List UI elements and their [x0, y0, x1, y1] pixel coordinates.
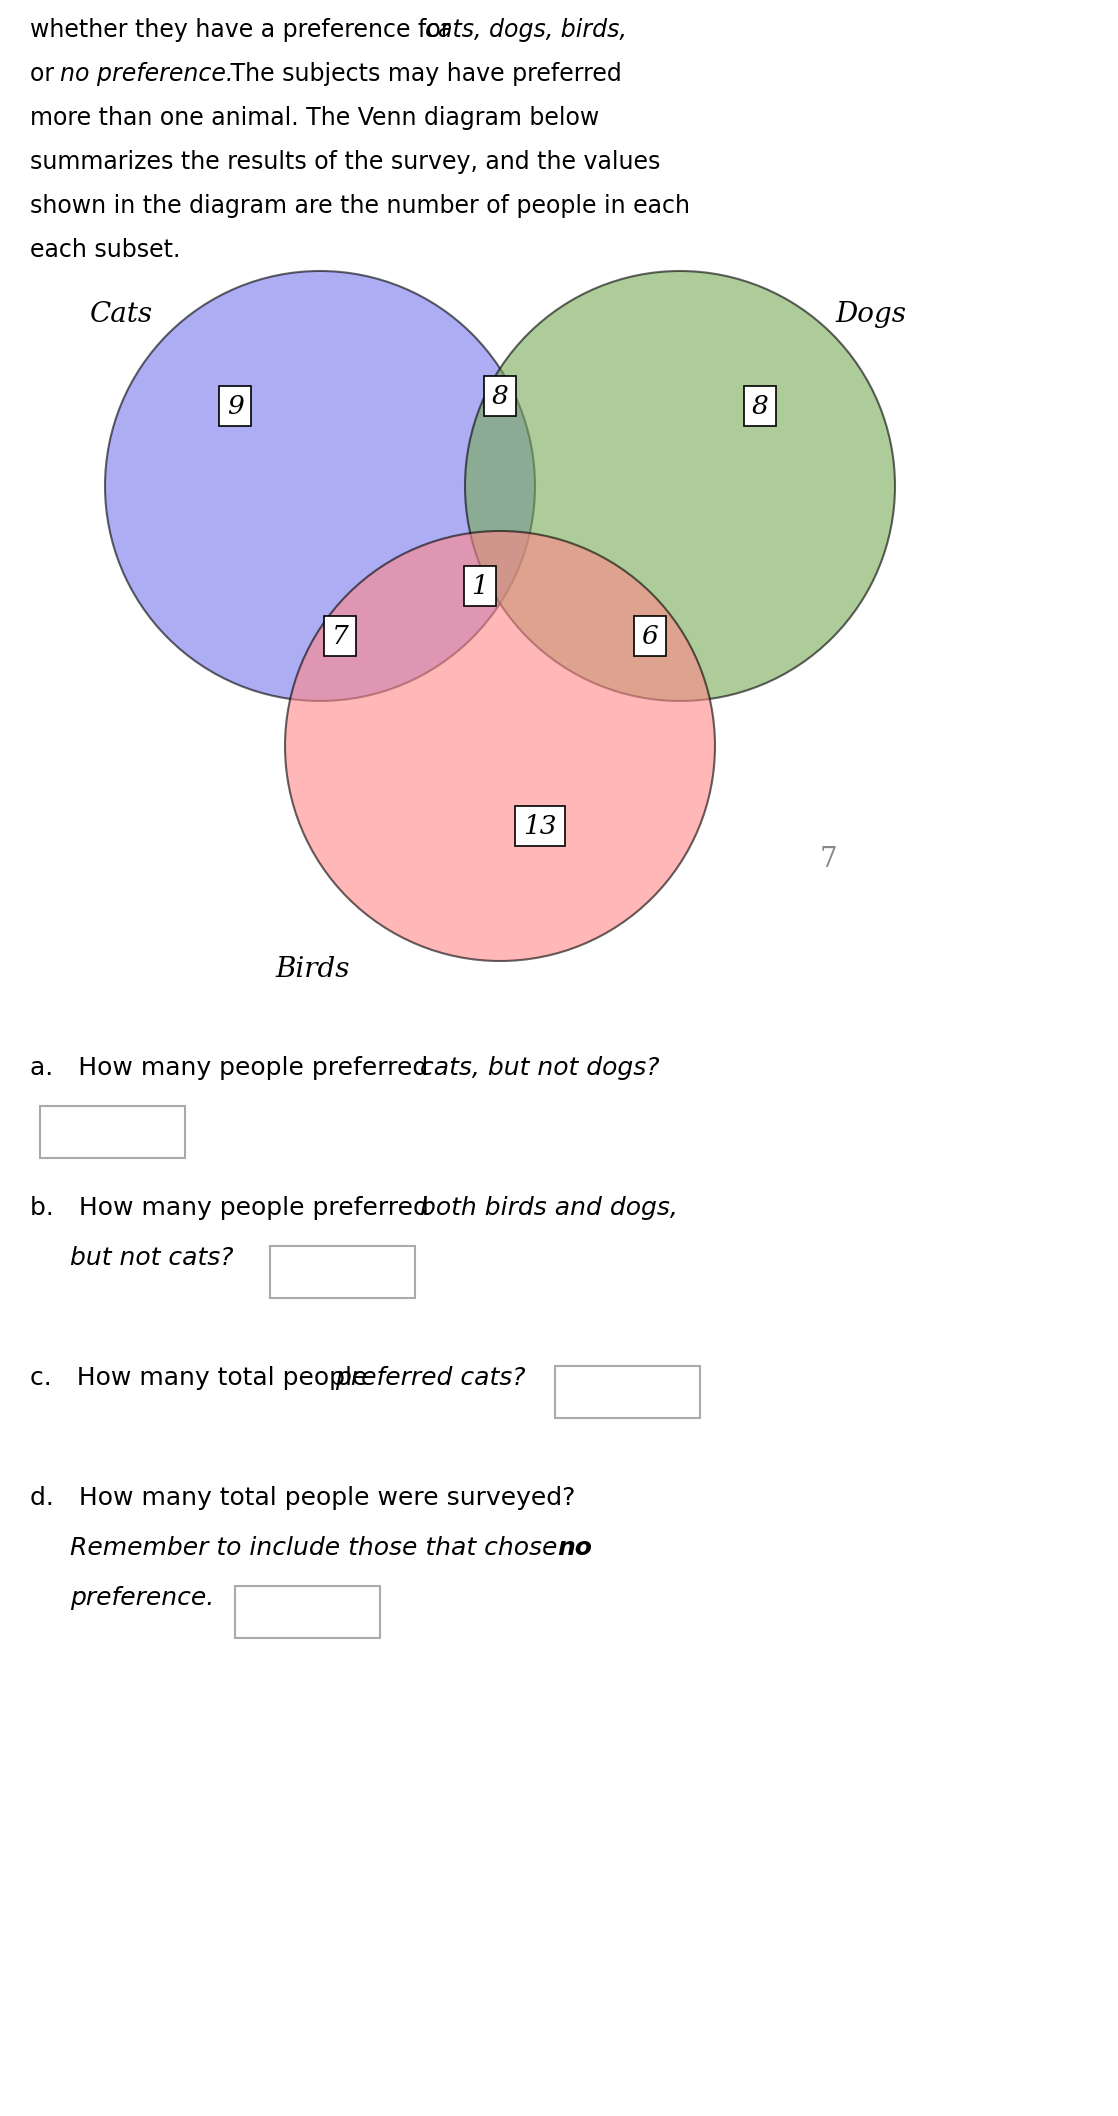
Text: cats, dogs, birds,: cats, dogs, birds,	[425, 19, 627, 42]
Text: no: no	[557, 1536, 591, 1559]
Text: d. How many total people were surveyed?: d. How many total people were surveyed?	[30, 1485, 576, 1511]
Text: or: or	[30, 61, 61, 87]
Text: 1: 1	[472, 573, 489, 599]
Text: 7: 7	[819, 846, 837, 874]
Text: Cats: Cats	[91, 300, 153, 328]
Circle shape	[105, 271, 536, 700]
Text: Dogs: Dogs	[835, 300, 906, 328]
Text: both birds and dogs,: both birds and dogs,	[420, 1196, 678, 1221]
Circle shape	[465, 271, 896, 700]
Text: 8: 8	[492, 383, 509, 408]
Text: each subset.: each subset.	[30, 237, 180, 262]
FancyBboxPatch shape	[271, 1246, 415, 1297]
Text: cats, but not dogs?: cats, but not dogs?	[420, 1056, 660, 1079]
Text: preference.: preference.	[70, 1587, 215, 1610]
Text: 6: 6	[642, 624, 659, 647]
Text: no preference.: no preference.	[60, 61, 234, 87]
Text: more than one animal. The Venn diagram below: more than one animal. The Venn diagram b…	[30, 106, 599, 129]
FancyBboxPatch shape	[40, 1107, 184, 1157]
Text: a. How many people preferred: a. How many people preferred	[30, 1056, 436, 1079]
Circle shape	[285, 531, 716, 961]
Text: Remember to include those that chose: Remember to include those that chose	[70, 1536, 566, 1559]
FancyBboxPatch shape	[555, 1367, 700, 1418]
Text: 7: 7	[332, 624, 349, 647]
Text: 8: 8	[751, 394, 768, 419]
Text: c. How many total people: c. How many total people	[30, 1367, 376, 1390]
Text: Birds: Birds	[275, 956, 350, 984]
Text: shown in the diagram are the number of people in each: shown in the diagram are the number of p…	[30, 195, 690, 218]
Text: 9: 9	[227, 394, 244, 419]
Text: preferred cats?: preferred cats?	[335, 1367, 525, 1390]
Text: whether they have a preference for: whether they have a preference for	[30, 19, 458, 42]
Text: The subjects may have preferred: The subjects may have preferred	[222, 61, 622, 87]
Text: but not cats?: but not cats?	[70, 1246, 234, 1270]
Text: 13: 13	[523, 813, 557, 838]
Text: summarizes the results of the survey, and the values: summarizes the results of the survey, an…	[30, 150, 661, 174]
FancyBboxPatch shape	[235, 1587, 380, 1638]
Text: b. How many people preferred: b. How many people preferred	[30, 1196, 437, 1221]
